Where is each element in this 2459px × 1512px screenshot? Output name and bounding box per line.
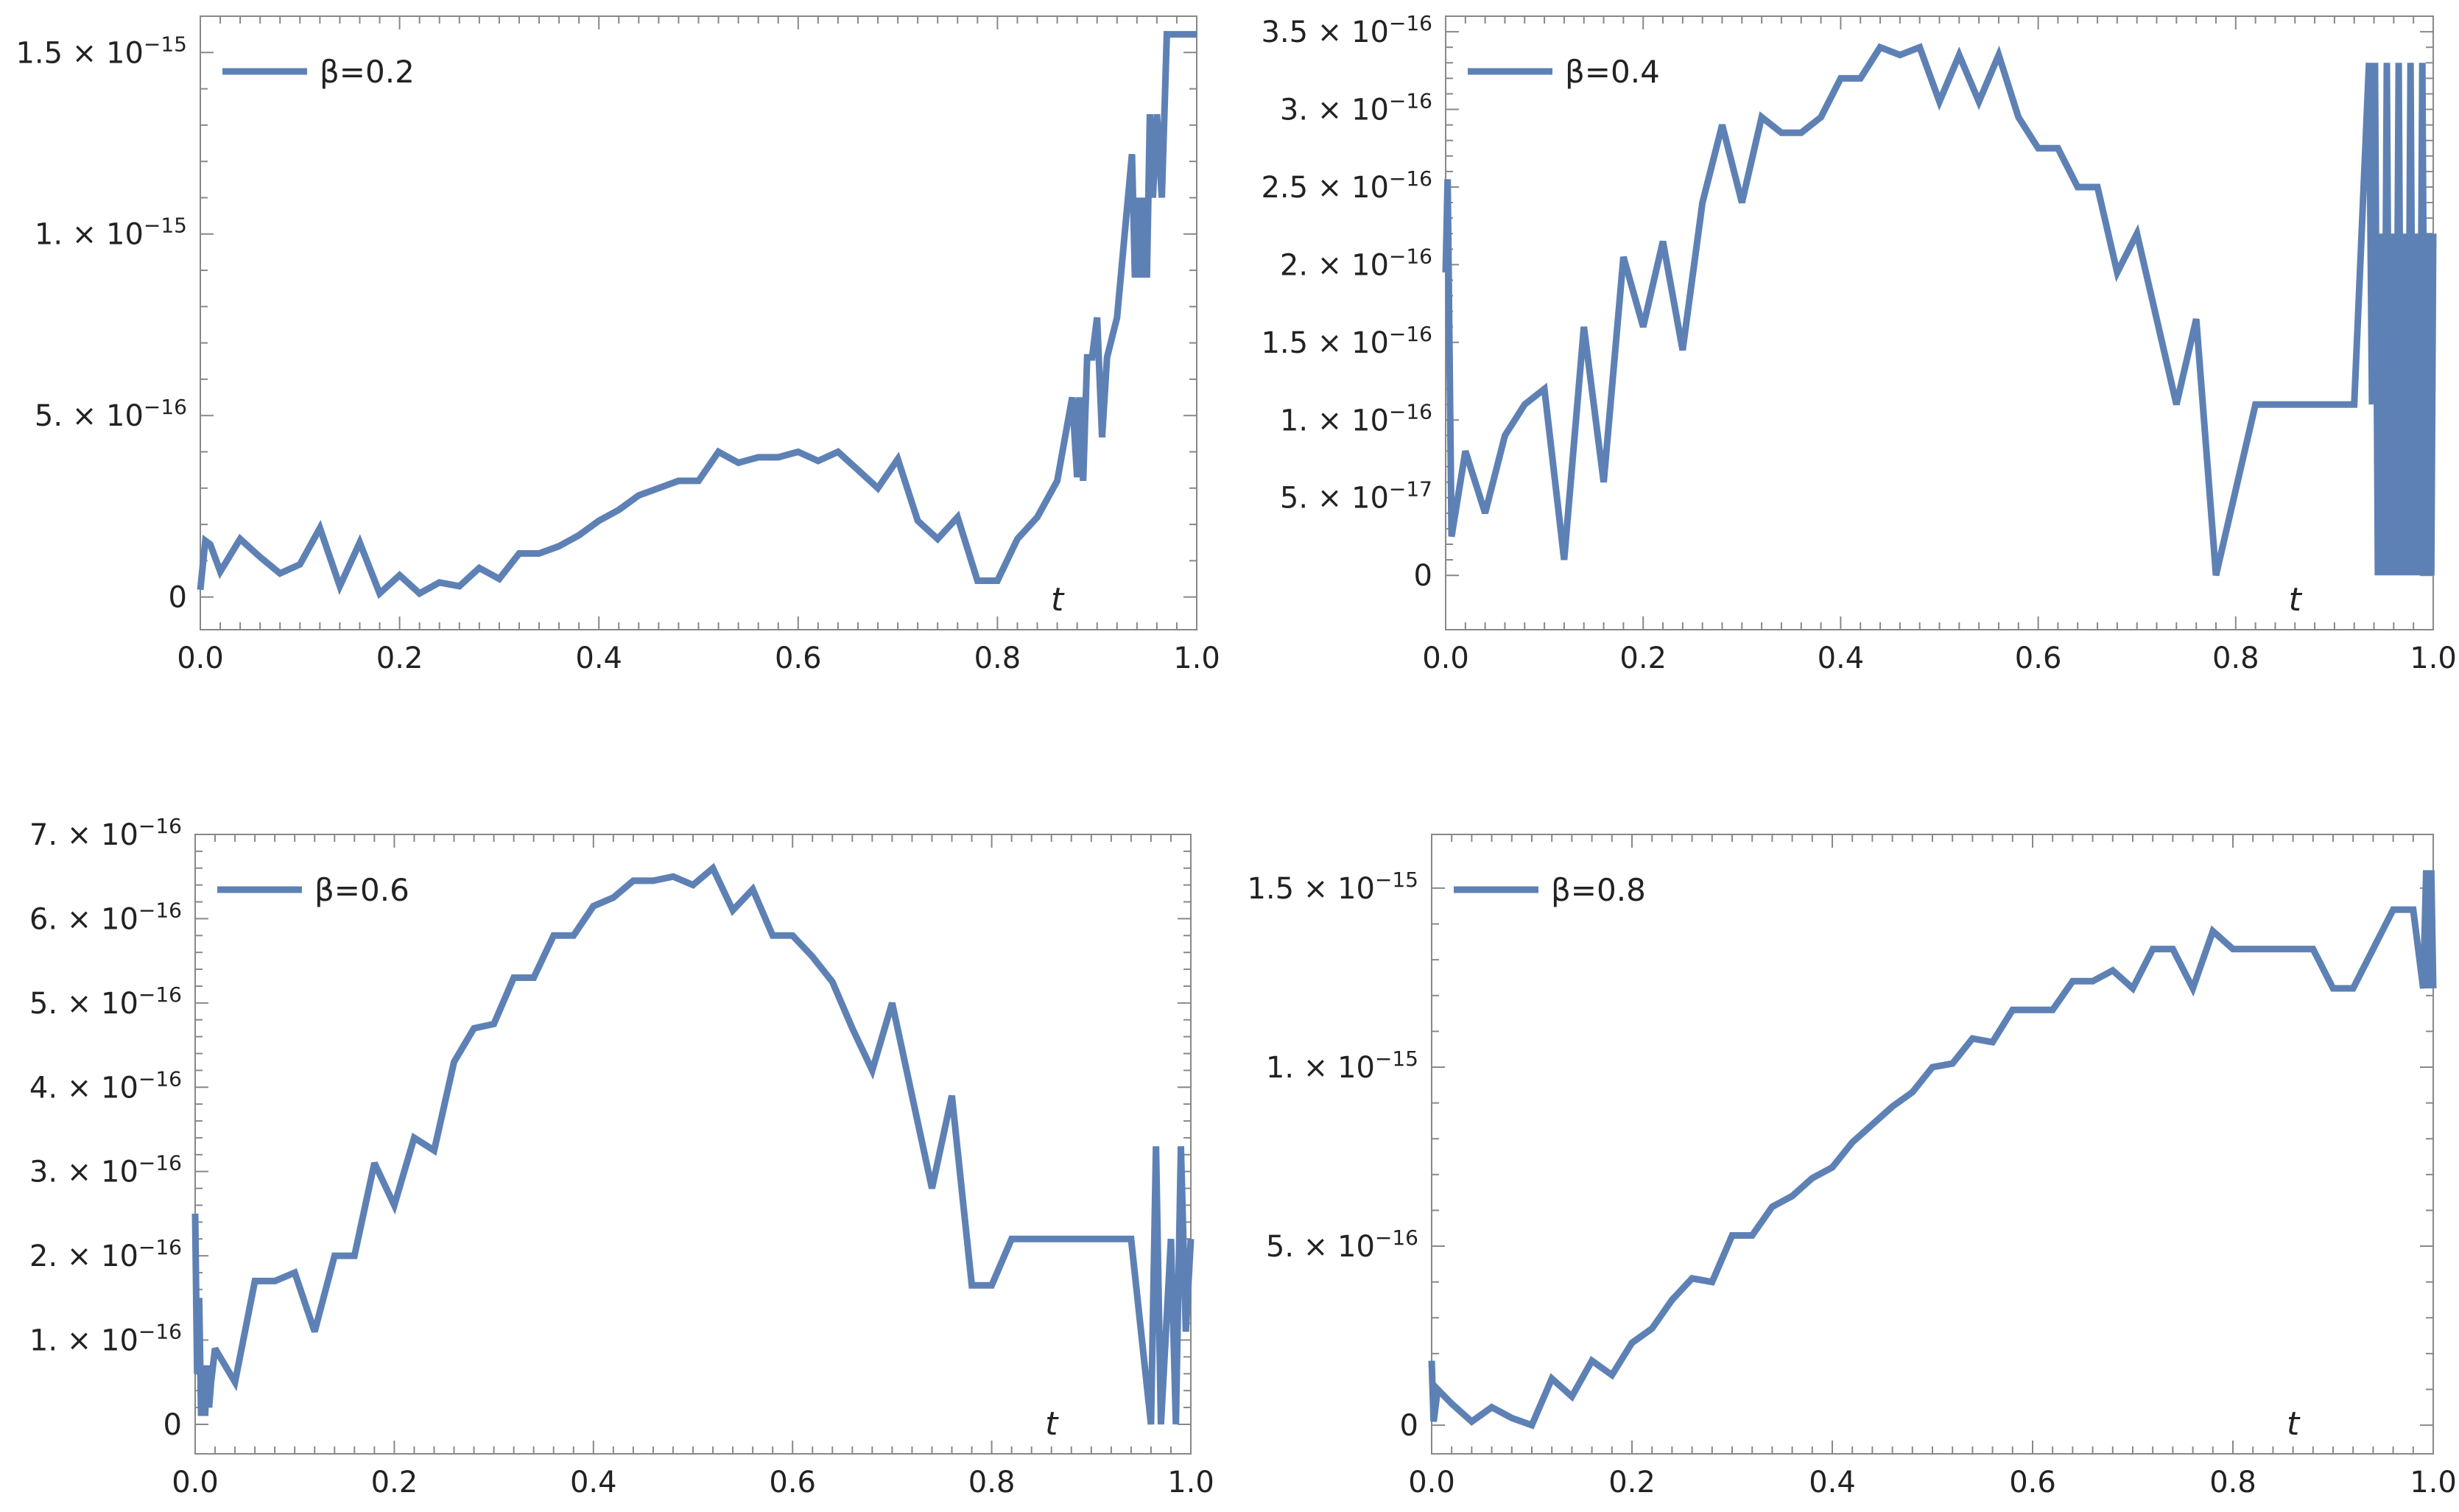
legend-label: β=0.8 — [1551, 872, 1646, 908]
x-tick-label: 0.4 — [570, 1466, 617, 1499]
y-tick-label: 0 — [163, 1408, 182, 1442]
y-tick-label: 5. × 10−17 — [1280, 477, 1432, 516]
chart-beta-0-8: 0.0 0.2 0.4 0.6 0.8 1.0 0 5. × 10−16 1. × 10−15 1… — [1247, 834, 2457, 1499]
y-tick-label: 1. × 10−16 — [29, 1320, 182, 1358]
x-tick-label: 0.8 — [2209, 1466, 2256, 1499]
y-tick-label: 6. × 10−16 — [29, 898, 182, 936]
y-tick-label: 2.5 × 10−16 — [1261, 166, 1432, 205]
y-tick-label: 7. × 10−16 — [29, 817, 182, 852]
y-tick-label: 1.5 × 10−15 — [1247, 868, 1418, 906]
y-tick-label: 3. × 10−16 — [29, 1151, 182, 1189]
y-tick-label: 3.5 × 10−16 — [1261, 11, 1432, 49]
chart-beta-0-6: 0.0 0.2 0.4 0.6 0.8 1.0 0 1. × 10−16 2. × 10−16 3… — [29, 814, 1214, 1499]
x-tick-label: 0.6 — [775, 641, 822, 675]
legend-label: β=0.4 — [1565, 54, 1660, 90]
y-tick-label: 5. × 10−16 — [35, 395, 187, 433]
x-tick-label: 0.4 — [575, 641, 622, 675]
x-tick-label: 1.0 — [1173, 641, 1220, 675]
x-tick-label: 0.4 — [1809, 1466, 1856, 1499]
y-tick-label: 4. × 10−16 — [29, 1066, 182, 1105]
x-tick-label: 0.0 — [1408, 1466, 1455, 1499]
x-tick-label: 0.8 — [974, 641, 1021, 675]
y-tick-label: 1. × 10−15 — [1266, 1047, 1418, 1085]
y-tick-label: 5. × 10−16 — [1266, 1226, 1418, 1264]
y-tick-label: 1.5 × 10−15 — [15, 32, 187, 70]
plot-frame — [1431, 834, 2434, 1455]
series-line — [191, 862, 1195, 1425]
chart-panel-1: 0.0 0.2 0.4 0.6 0.8 1.0 0 5. × 10−16 1. × 10−15 1… — [0, 0, 1223, 685]
y-tick-label: 0 — [169, 581, 187, 615]
x-tick-label: 0.6 — [769, 1466, 816, 1499]
chart-beta-0-2: 0.0 0.2 0.4 0.6 0.8 1.0 0 5. × 10−16 1. × 10−15 1… — [15, 15, 1220, 675]
series-line — [1442, 43, 2437, 577]
x-tick-label: 0.2 — [1608, 1466, 1656, 1499]
y-tick-label: 2. × 10−16 — [1280, 244, 1432, 282]
x-tick-label: 0.4 — [1818, 641, 1865, 675]
x-tick-label: 0.8 — [2212, 641, 2259, 675]
x-tick-label: 1.0 — [2410, 1466, 2457, 1499]
y-tick-label: 1.5 × 10−16 — [1261, 322, 1432, 360]
y-tick-label: 3. × 10−16 — [1280, 89, 1432, 127]
chart-panel-4: 0.0 0.2 0.4 0.6 0.8 1.0 0 5. × 10−16 1. × 10−15 1… — [1236, 817, 2459, 1508]
y-tick-label: 1. × 10−16 — [1280, 399, 1432, 437]
x-tick-label: 0.6 — [2015, 641, 2062, 675]
x-tick-label: 1.0 — [1167, 1466, 1214, 1499]
y-tick-label: 5. × 10−16 — [29, 982, 182, 1021]
x-tick-label: 0.2 — [371, 1466, 418, 1499]
x-tick-label: 0.2 — [376, 641, 423, 675]
x-tick-label: 1.0 — [2410, 641, 2457, 675]
legend-label: β=0.6 — [314, 872, 409, 908]
plot-frame — [194, 834, 1192, 1455]
series-line — [197, 31, 1197, 599]
series-line — [1428, 870, 2437, 1430]
x-axis-label: t — [2287, 1405, 2301, 1443]
chart-panel-2: 0.0 0.2 0.4 0.6 0.8 1.0 0 5. × 10−17 1. × 10−16 1… — [1236, 0, 2459, 685]
x-axis-label: t — [1045, 1405, 1059, 1443]
x-tick-label: 0.6 — [2009, 1466, 2056, 1499]
x-tick-label: 0.8 — [968, 1466, 1016, 1499]
chart-panel-3: 0.0 0.2 0.4 0.6 0.8 1.0 0 1. × 10−16 2. × 10−16 3… — [0, 814, 1223, 1508]
y-tick-label: 0 — [1414, 559, 1432, 593]
chart-beta-0-4: 0.0 0.2 0.4 0.6 0.8 1.0 0 5. × 10−17 1. × 10−16 1… — [1261, 11, 2457, 675]
x-axis-label: t — [1051, 581, 1065, 619]
y-tick-label: 2. × 10−16 — [29, 1235, 182, 1273]
y-tick-label: 0 — [1400, 1409, 1418, 1443]
y-tick-label: 1. × 10−15 — [35, 214, 187, 252]
legend-label: β=0.2 — [320, 54, 415, 90]
x-tick-label: 0.2 — [1619, 641, 1667, 675]
x-axis-label: t — [2289, 581, 2303, 619]
x-tick-label: 0.0 — [177, 641, 224, 675]
x-tick-label: 0.0 — [1422, 641, 1469, 675]
x-tick-label: 0.0 — [172, 1466, 219, 1499]
plot-frame — [200, 15, 1197, 630]
